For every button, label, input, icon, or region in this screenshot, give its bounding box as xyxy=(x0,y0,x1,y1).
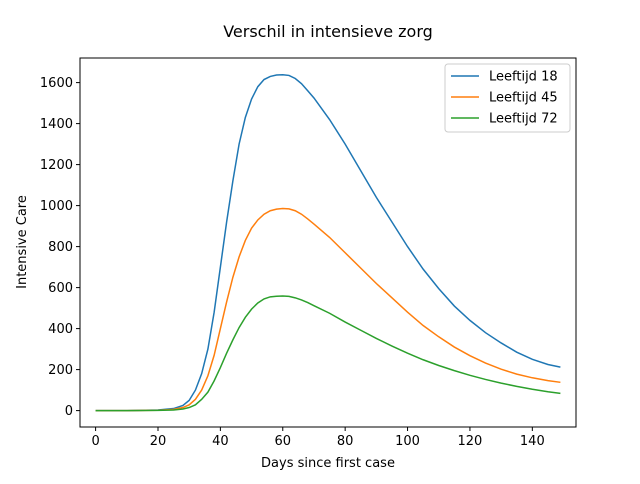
x-tick-label: 120 xyxy=(458,434,483,449)
chart-title: Verschil in intensieve zorg xyxy=(223,22,433,41)
y-axis-ticks: 0 200 400 600 800 1000 1200 1400 1600 xyxy=(40,76,80,419)
series-line-3 xyxy=(95,295,561,412)
y-axis-label: Intensive Care xyxy=(15,195,30,289)
y-tick-label: 800 xyxy=(48,240,73,255)
x-tick-label: 80 xyxy=(337,434,354,449)
legend-box xyxy=(444,63,571,133)
series-layer xyxy=(95,74,561,412)
x-tick-label: 100 xyxy=(395,434,420,449)
legend-label-3: Leeftijd 72 xyxy=(489,112,558,127)
x-tick-label: 40 xyxy=(212,434,229,449)
y-tick-label: 200 xyxy=(48,363,73,378)
x-tick-label: 60 xyxy=(274,434,291,449)
x-axis-ticks: 0 20 40 60 80 100 120 140 xyxy=(91,427,545,449)
y-tick-label: 400 xyxy=(48,322,73,337)
x-tick-label: 20 xyxy=(150,434,167,449)
series-line-2 xyxy=(95,207,561,412)
x-tick-label: 0 xyxy=(91,434,99,449)
y-tick-label: 1200 xyxy=(40,158,73,173)
y-tick-label: 600 xyxy=(48,281,73,296)
y-tick-label: 1000 xyxy=(40,199,73,214)
y-tick-label: 0 xyxy=(65,404,73,419)
legend-label-2: Leeftijd 45 xyxy=(489,91,558,106)
legend: Leeftijd 18 Leeftijd 45 Leeftijd 72 xyxy=(444,63,571,133)
y-tick-label: 1600 xyxy=(40,76,73,91)
x-tick-label: 140 xyxy=(520,434,545,449)
x-axis-label: Days since first case xyxy=(261,456,395,471)
legend-label-1: Leeftijd 18 xyxy=(489,70,558,85)
y-tick-label: 1400 xyxy=(40,117,73,132)
series-line-1 xyxy=(95,74,561,412)
plot-frame xyxy=(79,57,577,428)
